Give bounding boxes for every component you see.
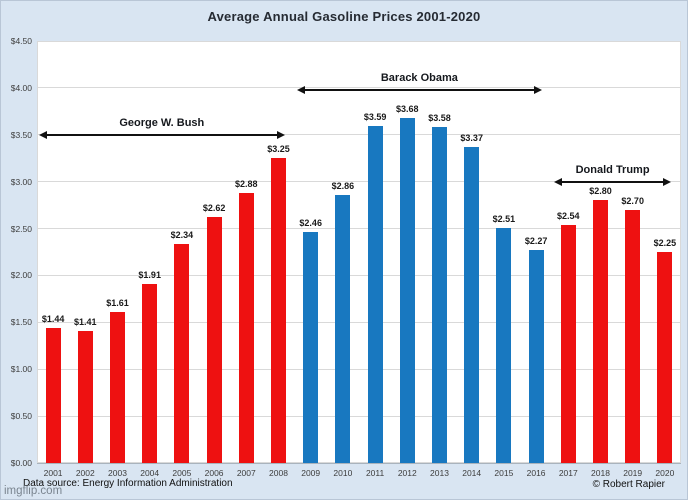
price-value-label: $2.54 xyxy=(557,210,580,221)
y-axis-tick-label: $3.00 xyxy=(10,176,32,187)
price-bar xyxy=(206,217,222,463)
copyright-credit: © Robert Rapier xyxy=(592,479,665,490)
x-axis-year-label: 2014 xyxy=(462,468,482,478)
x-axis-year-label: 2009 xyxy=(301,468,321,478)
price-value-label: $1.91 xyxy=(138,269,161,280)
price-value-label: $2.34 xyxy=(170,229,194,240)
x-axis-year-label: 2013 xyxy=(430,468,449,478)
price-value-label: $1.44 xyxy=(41,313,65,324)
y-gridline xyxy=(37,228,681,230)
x-axis-year-label: 2017 xyxy=(558,468,578,478)
x-axis-year-label: 2015 xyxy=(494,468,514,478)
term-arrow-line-barack-obama xyxy=(302,88,537,91)
price-bar xyxy=(657,252,673,463)
price-value-label: $2.70 xyxy=(621,195,644,206)
president-term-label-george-w-bush: George W. Bush xyxy=(119,116,205,129)
x-axis-year-label: 2012 xyxy=(397,468,417,478)
x-axis-year-label: 2002 xyxy=(75,468,95,478)
price-bar xyxy=(238,192,254,463)
price-bar xyxy=(367,126,383,463)
price-value-label: $2.27 xyxy=(524,236,548,247)
term-arrow-line-donald-trump xyxy=(560,180,665,183)
x-axis-year-label: 2010 xyxy=(333,468,353,478)
x-axis-year-label: 2005 xyxy=(172,468,192,478)
y-gridline xyxy=(37,368,681,370)
y-axis-tick-label: $3.50 xyxy=(10,129,32,140)
y-gridline xyxy=(37,181,681,183)
y-axis-tick-label: $4.00 xyxy=(10,82,32,93)
price-bar xyxy=(271,158,286,463)
imgflip-watermark: imgflip.com xyxy=(4,485,63,497)
y-axis-tick-label: $2.00 xyxy=(10,270,32,281)
y-gridline xyxy=(37,274,681,276)
price-bar xyxy=(625,209,641,463)
price-value-label: $2.46 xyxy=(299,218,322,229)
price-bar xyxy=(303,232,319,463)
price-value-label: $2.80 xyxy=(589,186,612,197)
x-axis-year-label: 2020 xyxy=(655,468,675,478)
arrow-right-icon xyxy=(276,130,285,139)
price-value-label: $1.41 xyxy=(74,316,97,327)
y-axis-tick-label: $0.50 xyxy=(10,411,32,422)
arrow-right-icon xyxy=(662,177,671,186)
y-gridline xyxy=(37,87,681,89)
x-axis-year-label: 2011 xyxy=(365,468,385,478)
chart-title: Average Annual Gasoline Prices 2001-2020 xyxy=(207,9,481,24)
y-axis-tick-label: $0.00 xyxy=(10,458,32,468)
price-bar xyxy=(142,283,158,463)
price-value-label: $3.59 xyxy=(363,112,387,123)
y-gridline xyxy=(37,134,681,136)
price-value-label: $3.25 xyxy=(267,144,290,155)
price-bar xyxy=(110,312,125,463)
price-bar xyxy=(335,194,351,463)
price-value-label: $2.88 xyxy=(235,178,258,189)
price-bar xyxy=(399,117,415,463)
price-bar xyxy=(560,224,576,463)
arrow-left-icon xyxy=(296,85,305,94)
price-bar xyxy=(528,250,544,463)
arrow-left-icon xyxy=(554,177,563,186)
x-axis-year-label: 2019 xyxy=(623,468,643,478)
price-bar xyxy=(77,330,93,463)
price-bar xyxy=(464,146,480,463)
x-axis-year-label: 2004 xyxy=(140,468,160,478)
plot-area xyxy=(37,41,681,463)
price-value-label: $2.25 xyxy=(653,238,677,248)
y-gridline xyxy=(37,321,681,323)
data-source-note: Data source: Energy Information Administ… xyxy=(23,478,233,489)
y-axis-tick-label: $1.50 xyxy=(10,317,32,328)
x-axis-year-label: 2016 xyxy=(526,468,546,478)
x-axis-line xyxy=(37,463,681,464)
price-value-label: $3.37 xyxy=(460,132,483,143)
price-bar xyxy=(432,127,447,463)
price-value-label: $3.58 xyxy=(428,113,451,124)
x-axis-year-label: 2001 xyxy=(43,468,63,478)
price-bar xyxy=(496,227,512,463)
arrow-right-icon xyxy=(534,85,543,94)
y-gridline xyxy=(37,415,681,417)
x-axis-year-label: 2003 xyxy=(108,468,127,478)
x-axis-year-label: 2007 xyxy=(236,468,256,478)
price-bar xyxy=(593,200,608,463)
price-value-label: $2.62 xyxy=(202,203,226,214)
y-axis-tick-label: $4.50 xyxy=(10,36,32,46)
x-axis-year-label: 2006 xyxy=(204,468,224,478)
y-axis-tick-label: $2.50 xyxy=(10,223,32,234)
price-value-label: $2.51 xyxy=(492,213,516,224)
price-value-label: $3.68 xyxy=(396,103,419,114)
x-axis-year-label: 2008 xyxy=(269,468,288,478)
x-axis-year-label: 2018 xyxy=(591,468,610,478)
president-term-label-barack-obama: Barack Obama xyxy=(380,71,458,84)
price-value-label: $2.86 xyxy=(331,180,355,191)
president-term-label-donald-trump: Donald Trump xyxy=(575,163,650,176)
price-bar xyxy=(174,243,190,463)
term-arrow-line-george-w-bush xyxy=(45,133,279,136)
arrow-left-icon xyxy=(39,130,48,139)
y-axis-tick-label: $1.00 xyxy=(10,364,32,375)
price-bar xyxy=(45,327,61,463)
price-value-label: $1.61 xyxy=(106,298,129,309)
